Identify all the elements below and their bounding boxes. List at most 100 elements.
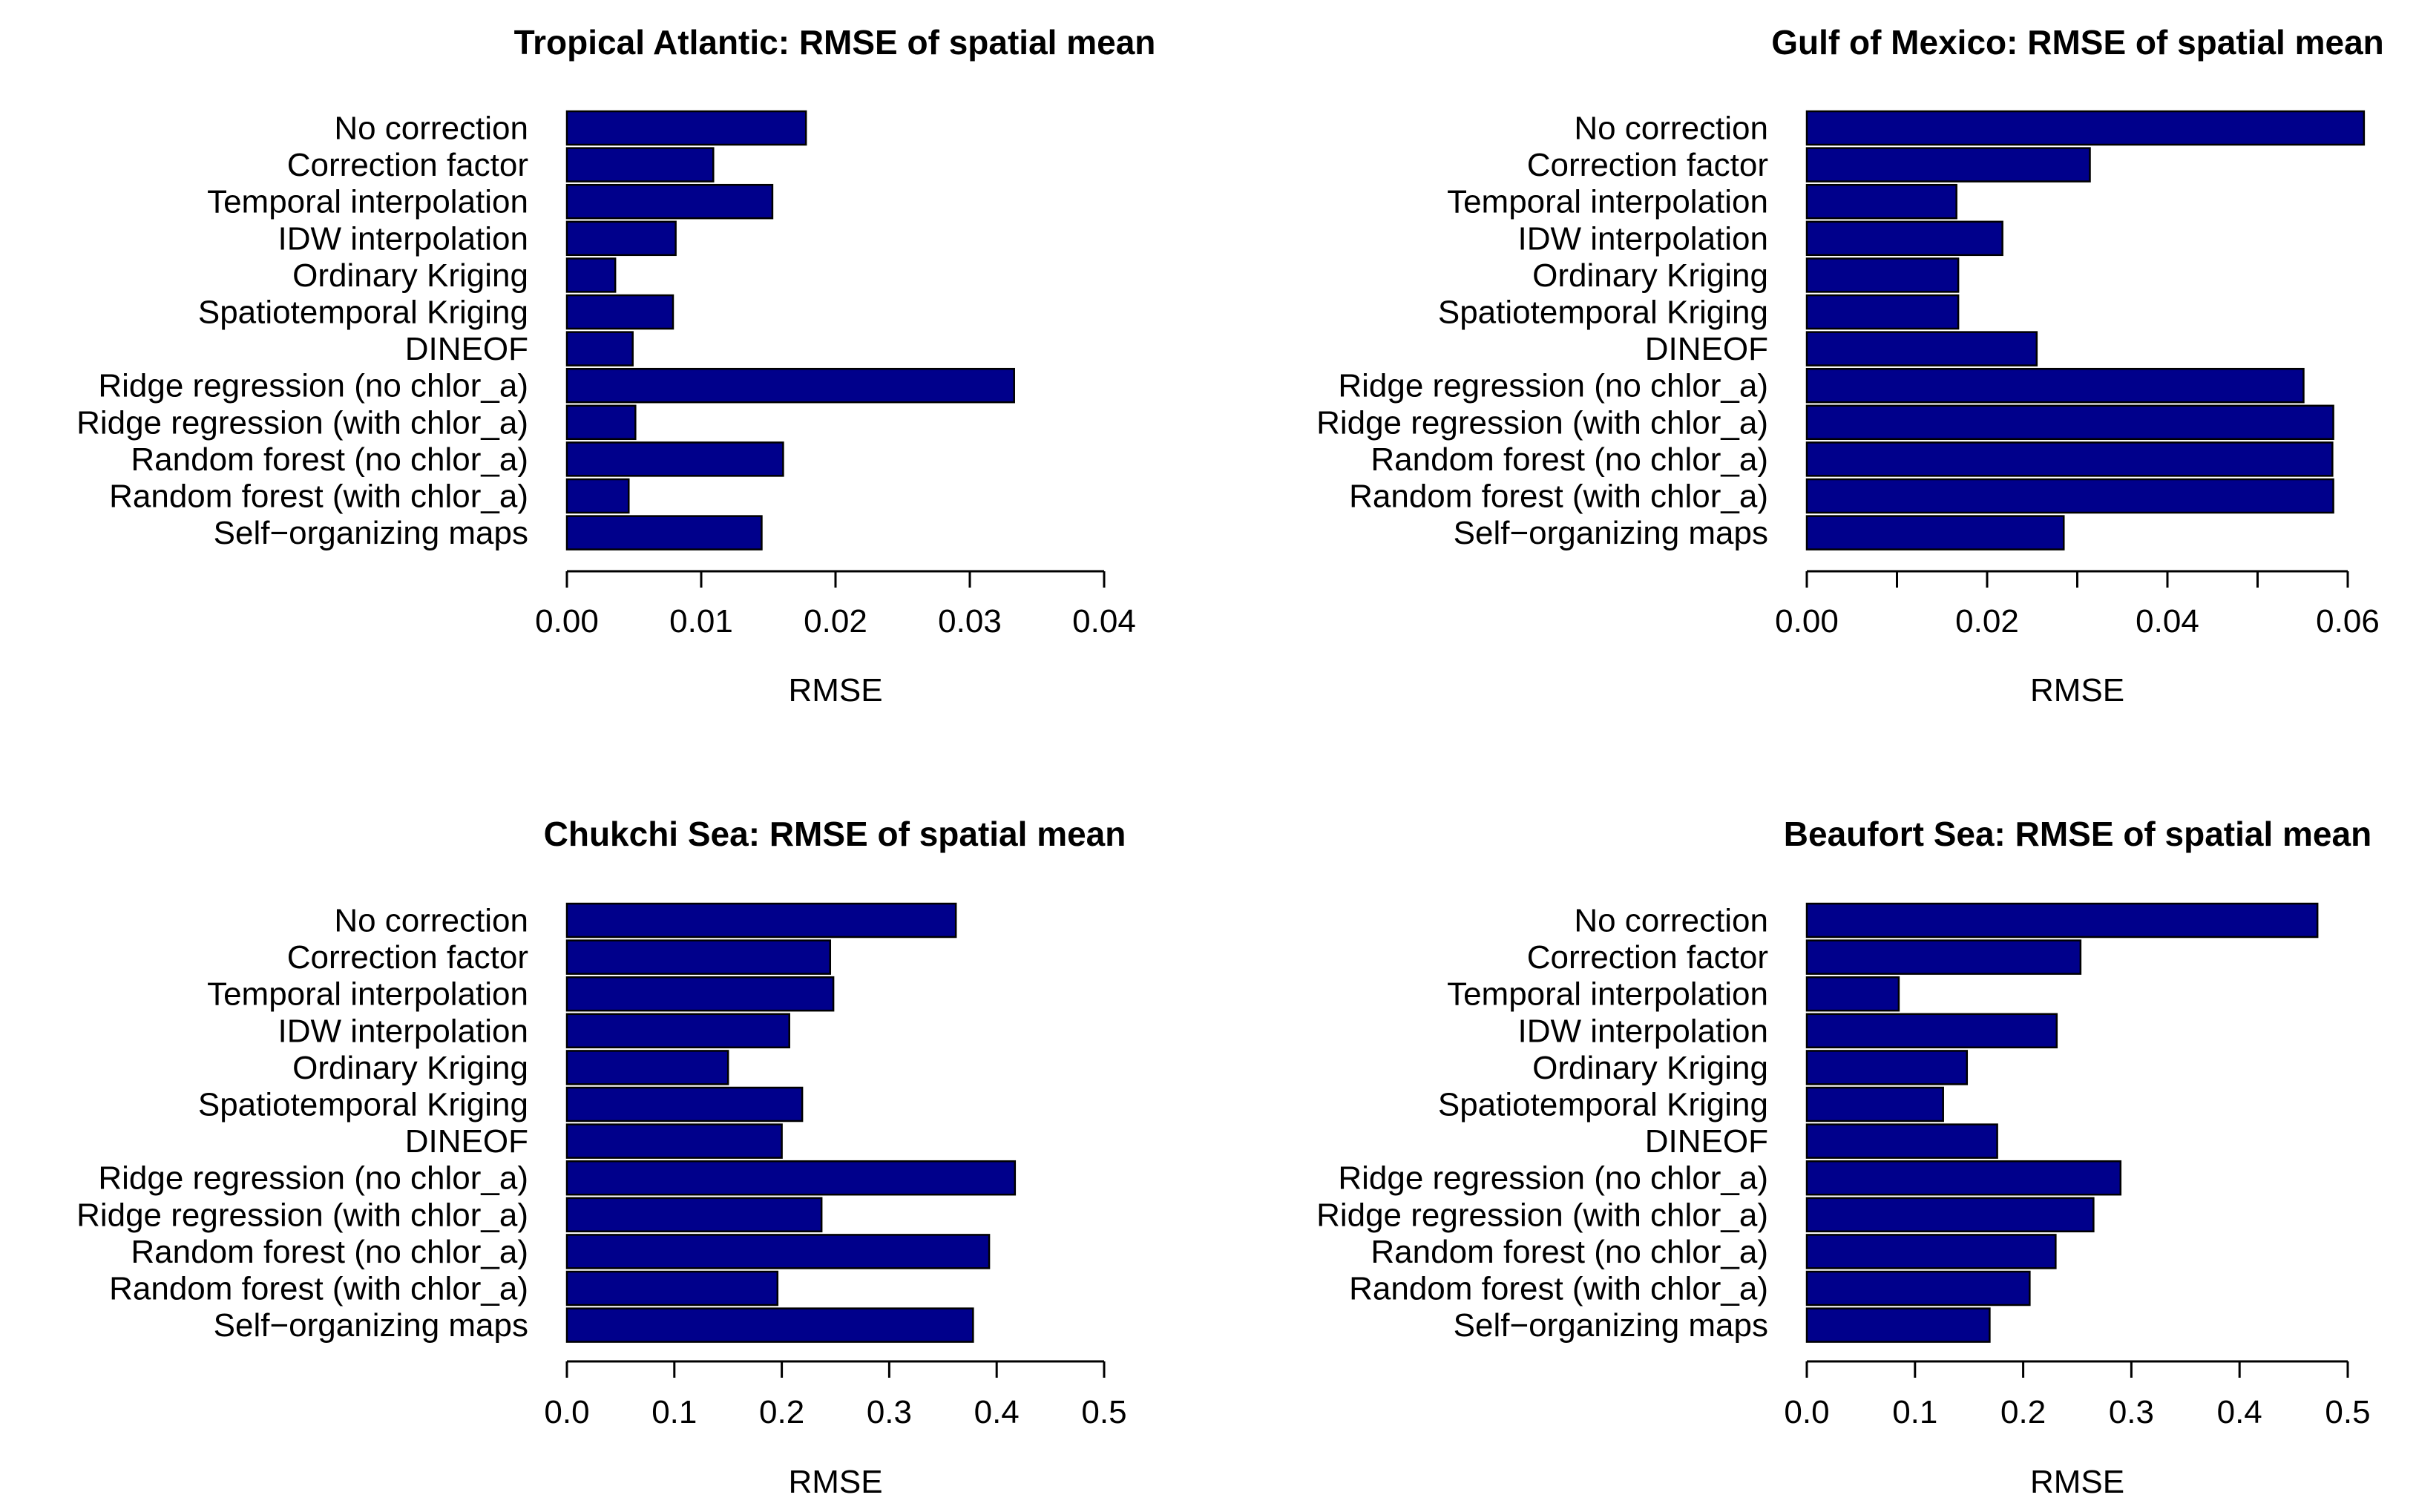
category-label: Self−organizing maps bbox=[214, 515, 528, 551]
category-label: Temporal interpolation bbox=[207, 976, 528, 1013]
bar bbox=[565, 220, 677, 257]
bar bbox=[1805, 1307, 1991, 1343]
bar bbox=[1805, 1013, 2058, 1049]
category-label: Spatiotemporal Kriging bbox=[198, 1087, 528, 1123]
x-axis-title: RMSE bbox=[788, 672, 882, 709]
bar bbox=[565, 1050, 729, 1085]
bar bbox=[1805, 147, 2091, 183]
category-label: Correction factor bbox=[1527, 147, 1768, 183]
bar bbox=[565, 1160, 1017, 1196]
category-label: Temporal interpolation bbox=[1447, 184, 1768, 220]
category-label: Random forest (no chlor_a) bbox=[1371, 441, 1768, 478]
x-tick-label: 0.4 bbox=[2217, 1394, 2262, 1430]
category-label: Random forest (with chlor_a) bbox=[1349, 479, 1768, 515]
category-label: Correction factor bbox=[287, 939, 528, 976]
category-label: Random forest (no chlor_a) bbox=[131, 441, 528, 478]
category-label: Self−organizing maps bbox=[1454, 515, 1768, 551]
category-label: Self−organizing maps bbox=[214, 1307, 528, 1344]
x-axis-title: RMSE bbox=[2030, 1464, 2124, 1500]
x-tick-label: 0.5 bbox=[1081, 1394, 1126, 1430]
chart-title: Tropical Atlantic: RMSE of spatial mean bbox=[514, 23, 1156, 62]
x-axis-title: RMSE bbox=[2030, 672, 2124, 709]
category-label: Random forest (with chlor_a) bbox=[109, 1271, 528, 1307]
category-label: Ridge regression (with chlor_a) bbox=[76, 404, 528, 441]
bar bbox=[1805, 1123, 1998, 1159]
bar bbox=[565, 515, 763, 550]
bar bbox=[1805, 1234, 2057, 1269]
category-label: Temporal interpolation bbox=[207, 184, 528, 220]
category-label: Ridge regression (no chlor_a) bbox=[98, 368, 528, 404]
bar bbox=[565, 110, 807, 146]
x-tick-label: 0.0 bbox=[1784, 1394, 1829, 1430]
bar bbox=[1805, 441, 2334, 477]
bar bbox=[565, 331, 634, 367]
bar bbox=[565, 257, 617, 293]
category-label: Ordinary Kriging bbox=[1532, 1050, 1768, 1086]
category-label: DINEOF bbox=[1645, 331, 1768, 367]
panel-chukchi-sea: Chukchi Sea: RMSE of spatial mean RMSE N… bbox=[76, 815, 1127, 1500]
bar bbox=[565, 183, 774, 220]
bar bbox=[1805, 902, 2319, 939]
bar bbox=[565, 1086, 804, 1123]
x-tick-label: 0.00 bbox=[535, 603, 599, 640]
category-label: Spatiotemporal Kriging bbox=[198, 295, 528, 331]
category-label: No correction bbox=[1574, 111, 1768, 147]
bar bbox=[1805, 478, 2334, 514]
chart-title: Gulf of Mexico: RMSE of spatial mean bbox=[1771, 23, 2384, 62]
category-label: IDW interpolation bbox=[1518, 1013, 1768, 1049]
bar bbox=[1805, 183, 1957, 220]
bar bbox=[1805, 1050, 1969, 1085]
category-label: Ridge regression (with chlor_a) bbox=[1316, 404, 1768, 441]
category-label: No correction bbox=[334, 903, 528, 939]
panel-beaufort-sea: Beaufort Sea: RMSE of spatial mean RMSE … bbox=[1316, 815, 2371, 1500]
category-label: No correction bbox=[1574, 903, 1768, 939]
category-label: Self−organizing maps bbox=[1454, 1307, 1768, 1344]
bar bbox=[565, 478, 630, 514]
x-tick-label: 0.3 bbox=[2109, 1394, 2154, 1430]
bar bbox=[565, 976, 835, 1012]
x-tick-label: 0.2 bbox=[759, 1394, 804, 1430]
category-label: Ridge regression (with chlor_a) bbox=[76, 1197, 528, 1233]
x-tick-label: 0.02 bbox=[1955, 603, 2019, 640]
bar bbox=[1805, 110, 2366, 146]
x-tick-label: 0.4 bbox=[974, 1394, 1020, 1430]
bar bbox=[1805, 1160, 2122, 1196]
chart-title: Chukchi Sea: RMSE of spatial mean bbox=[544, 815, 1126, 853]
x-tick-label: 0.03 bbox=[938, 603, 1002, 640]
category-label: Ridge regression (no chlor_a) bbox=[1338, 1160, 1768, 1197]
bar bbox=[565, 902, 957, 939]
category-label: Ridge regression (with chlor_a) bbox=[1316, 1197, 1768, 1233]
category-label: IDW interpolation bbox=[1518, 220, 1768, 257]
category-label: Correction factor bbox=[287, 147, 528, 183]
bar bbox=[565, 367, 1015, 404]
bar bbox=[1805, 976, 1900, 1012]
category-label: IDW interpolation bbox=[278, 1013, 528, 1049]
category-label: No correction bbox=[334, 111, 528, 147]
x-tick-label: 0.2 bbox=[2000, 1394, 2046, 1430]
x-tick-label: 0.06 bbox=[2316, 603, 2380, 640]
category-label: Ordinary Kriging bbox=[292, 257, 528, 294]
bar bbox=[565, 1234, 991, 1269]
bar bbox=[1805, 404, 2334, 441]
category-label: IDW interpolation bbox=[278, 220, 528, 257]
bar bbox=[565, 1013, 790, 1049]
x-tick-label: 0.04 bbox=[1072, 603, 1136, 640]
bar bbox=[1805, 257, 1960, 293]
category-label: DINEOF bbox=[405, 1123, 528, 1160]
chart-title: Beaufort Sea: RMSE of spatial mean bbox=[1784, 815, 2371, 853]
category-label: Spatiotemporal Kriging bbox=[1438, 1087, 1768, 1123]
bar bbox=[565, 1270, 779, 1306]
category-label: Ordinary Kriging bbox=[1532, 257, 1768, 294]
bar bbox=[1805, 331, 2038, 367]
bar bbox=[1805, 1270, 2031, 1306]
x-tick-label: 0.01 bbox=[669, 603, 733, 640]
bar bbox=[565, 1123, 783, 1159]
x-tick-label: 0.04 bbox=[2136, 603, 2199, 640]
category-label: Random forest (with chlor_a) bbox=[109, 479, 528, 515]
bar bbox=[1805, 367, 2305, 404]
bar bbox=[1805, 515, 2065, 550]
category-label: Random forest (no chlor_a) bbox=[131, 1234, 528, 1270]
bar bbox=[1805, 1197, 2095, 1233]
category-label: DINEOF bbox=[405, 331, 528, 367]
x-tick-label: 0.3 bbox=[867, 1394, 912, 1430]
